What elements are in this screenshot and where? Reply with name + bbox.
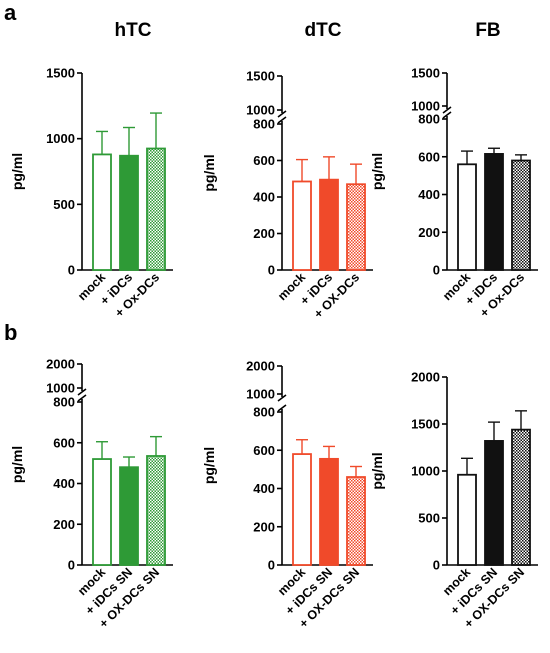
y-tick-label: 1000 [46,381,75,396]
y-tick-label: 600 [418,149,440,164]
y-tick-label: 0 [68,263,75,278]
y-tick-label: 1000 [46,131,75,146]
y-axis-label: pg/ml [9,446,25,483]
y-tick-label: 600 [253,153,275,168]
bar-2 [484,440,504,566]
y-axis-label: pg/ml [369,153,385,190]
axis-break-mark [277,116,287,124]
y-tick-label: 1000 [246,103,275,118]
axis-break-mark [442,111,452,119]
y-tick-label: 200 [53,517,75,532]
bar-3 [346,183,366,271]
y-tick-label: 0 [68,558,75,573]
y-tick-label: 1500 [246,69,275,84]
y-tick-label: 0 [433,263,440,278]
bar-3 [146,455,166,566]
y-tick-label: 800 [418,112,440,127]
y-tick-label: 800 [253,117,275,132]
axis-break-mark [77,388,87,396]
y-axis-label: pg/ml [9,153,25,190]
axis-break-mark [442,106,452,114]
y-tick-label: 200 [253,226,275,241]
y-tick-label: 200 [253,519,275,534]
bar-1 [92,458,112,566]
y-tick-label: 0 [268,263,275,278]
y-tick-label: 2000 [246,359,275,374]
y-tick-label: 0 [433,558,440,573]
bar-2 [119,154,139,271]
axis-break-mark [277,404,287,412]
panel-letter-a: a [4,0,17,25]
y-tick-label: 1500 [411,417,440,432]
y-tick-label: 400 [418,187,440,202]
axis-break-mark [277,394,287,402]
y-tick-label: 600 [53,435,75,450]
chart-title: hTC [115,20,152,41]
y-tick-label: 1000 [411,99,440,114]
y-tick-label: 2000 [46,357,75,372]
bar-3 [346,476,366,566]
bar-1 [292,453,312,566]
bar-3 [511,159,531,271]
y-tick-label: 0 [268,558,275,573]
y-axis-label: pg/ml [201,447,217,484]
y-tick-label: 2000 [411,370,440,385]
panel-letter-b: b [4,320,17,345]
bar-2 [319,457,339,566]
y-tick-label: 500 [53,197,75,212]
y-tick-label: 1500 [46,66,75,81]
y-tick-label: 400 [253,481,275,496]
y-tick-label: 800 [53,395,75,410]
axis-break-mark [277,110,287,118]
axis-break-mark [77,394,87,402]
bar-1 [457,473,477,566]
bar-2 [319,178,339,271]
y-tick-label: 400 [53,476,75,491]
y-axis-label: pg/ml [201,154,217,191]
chart-title: dTC [305,20,342,41]
y-tick-label: 200 [418,225,440,240]
bar-2 [484,153,504,271]
bar-1 [92,153,112,271]
bar-1 [457,163,477,271]
y-tick-label: 600 [253,443,275,458]
y-axis-label: pg/ml [369,452,385,489]
y-tick-label: 500 [418,511,440,526]
y-tick-label: 400 [253,190,275,205]
bar-1 [292,180,312,271]
bar-3 [511,428,531,566]
y-tick-label: 1000 [411,464,440,479]
bar-3 [146,147,166,271]
y-tick-label: 800 [253,405,275,420]
chart-title: FB [475,20,500,41]
bar-2 [119,466,139,566]
y-tick-label: 1000 [246,387,275,402]
y-tick-label: 1500 [411,66,440,81]
